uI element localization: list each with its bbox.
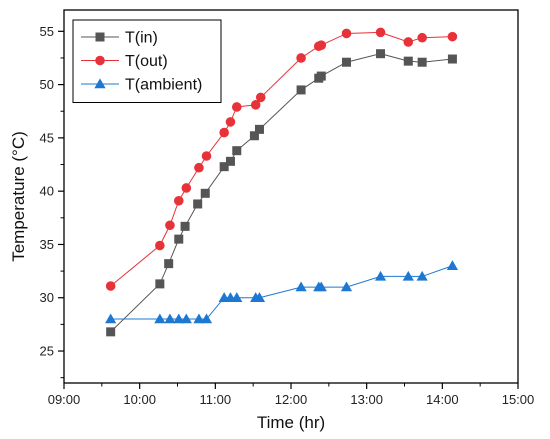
x-axis-ticks: 09:00 10:00 11:00 12:00 13:00 14:00 15:00 (48, 383, 535, 407)
legend-t-in-label: T(in) (125, 30, 158, 47)
x-tick-label: 09:00 (48, 392, 81, 407)
series-t-in-point (447, 54, 457, 64)
legend-t-ambient-label: T(ambient) (125, 77, 202, 94)
series-t-ambient-line (110, 265, 453, 320)
series-t-in-point (200, 188, 210, 198)
legend-t-in-point (95, 32, 105, 42)
x-tick-label: 12:00 (275, 392, 308, 407)
y-tick-label: 25 (40, 344, 54, 359)
series-t-ambient-point (164, 313, 176, 324)
series-t-in-point (341, 57, 351, 67)
series-t-in-point (254, 124, 264, 134)
series-t-ambient-point (374, 270, 387, 281)
y-axis-title: Temperature (°C) (9, 131, 28, 262)
series-t-ambient-point (253, 292, 266, 302)
series-t-in-point (106, 327, 116, 337)
series-t-in-point (155, 279, 165, 289)
series-t-out-point (316, 40, 327, 50)
series-t-out-point (250, 100, 261, 110)
y-tick-label: 30 (40, 290, 54, 305)
series-layer (105, 27, 459, 337)
series-t-in-point (164, 259, 174, 269)
x-axis-title: Time (hr) (257, 413, 325, 432)
series-t-in-point (225, 156, 235, 166)
series-t-ambient-point (200, 313, 213, 324)
series-t-out-point (165, 220, 175, 231)
series-t-ambient-point (180, 313, 192, 324)
x-tick-label: 11:00 (200, 392, 232, 407)
series-t-out-point (296, 53, 306, 63)
legend: T(in) T(out) T(ambient) (72, 19, 222, 103)
series-t-out-point (447, 31, 458, 42)
series-t-out-point (225, 117, 236, 127)
series-t-in (106, 49, 457, 337)
series-t-out-point (201, 151, 212, 161)
series-t-ambient-point (173, 313, 185, 324)
y-tick-label: 55 (40, 24, 54, 39)
series-t-in-point (316, 71, 326, 81)
x-tick-label: 15:00 (502, 392, 535, 407)
series-t-in-point (403, 56, 413, 66)
series-t-out-point (194, 162, 204, 173)
legend-t-out-point (95, 55, 105, 66)
legend-t-ambient-point (94, 78, 106, 89)
series-t-out (105, 27, 458, 291)
series-t-in-point (232, 146, 242, 156)
x-tick-label: 13:00 (350, 392, 383, 407)
x-tick-label: 10:00 (123, 392, 156, 407)
series-t-ambient-point (193, 313, 205, 324)
series-t-out-point (255, 92, 266, 103)
y-tick-label: 35 (40, 237, 54, 252)
y-tick-label: 45 (40, 130, 54, 145)
series-t-in-point (174, 234, 184, 244)
series-t-ambient-point (402, 270, 414, 281)
series-t-ambient-point (446, 260, 459, 270)
series-t-in-point (376, 49, 386, 59)
series-t-in-point (180, 221, 190, 231)
series-t-out-point (181, 183, 192, 193)
series-t-in-point (193, 199, 203, 209)
series-t-in-point (219, 162, 229, 172)
series-t-in-point (296, 85, 306, 95)
series-t-out-point (375, 27, 386, 38)
series-t-out-point (155, 240, 165, 251)
legend-t-out-label: T(out) (125, 53, 168, 70)
series-t-out-point (219, 127, 229, 138)
series-t-out-point (173, 195, 184, 206)
series-t-ambient-point (416, 270, 428, 281)
series-t-ambient-point (105, 313, 117, 324)
series-t-in-point (417, 57, 427, 67)
series-t-out-point (105, 281, 116, 291)
series-t-ambient-point (295, 281, 307, 292)
series-t-ambient-point (154, 313, 166, 324)
series-t-out-point (417, 32, 427, 43)
series-t-ambient-point (340, 281, 353, 292)
series-t-ambient-point (315, 281, 327, 292)
x-tick-label: 14:00 (426, 392, 459, 407)
y-tick-label: 50 (40, 77, 54, 92)
y-tick-label: 40 (40, 184, 54, 199)
series-t-ambient (105, 260, 459, 324)
series-t-out-point (231, 102, 242, 112)
series-t-ambient-point (231, 292, 243, 302)
series-t-in-point (249, 131, 259, 141)
y-axis-ticks: 25 30 35 40 45 50 55 (40, 24, 64, 379)
series-t-out-point (403, 37, 414, 47)
series-t-out-point (341, 28, 352, 39)
